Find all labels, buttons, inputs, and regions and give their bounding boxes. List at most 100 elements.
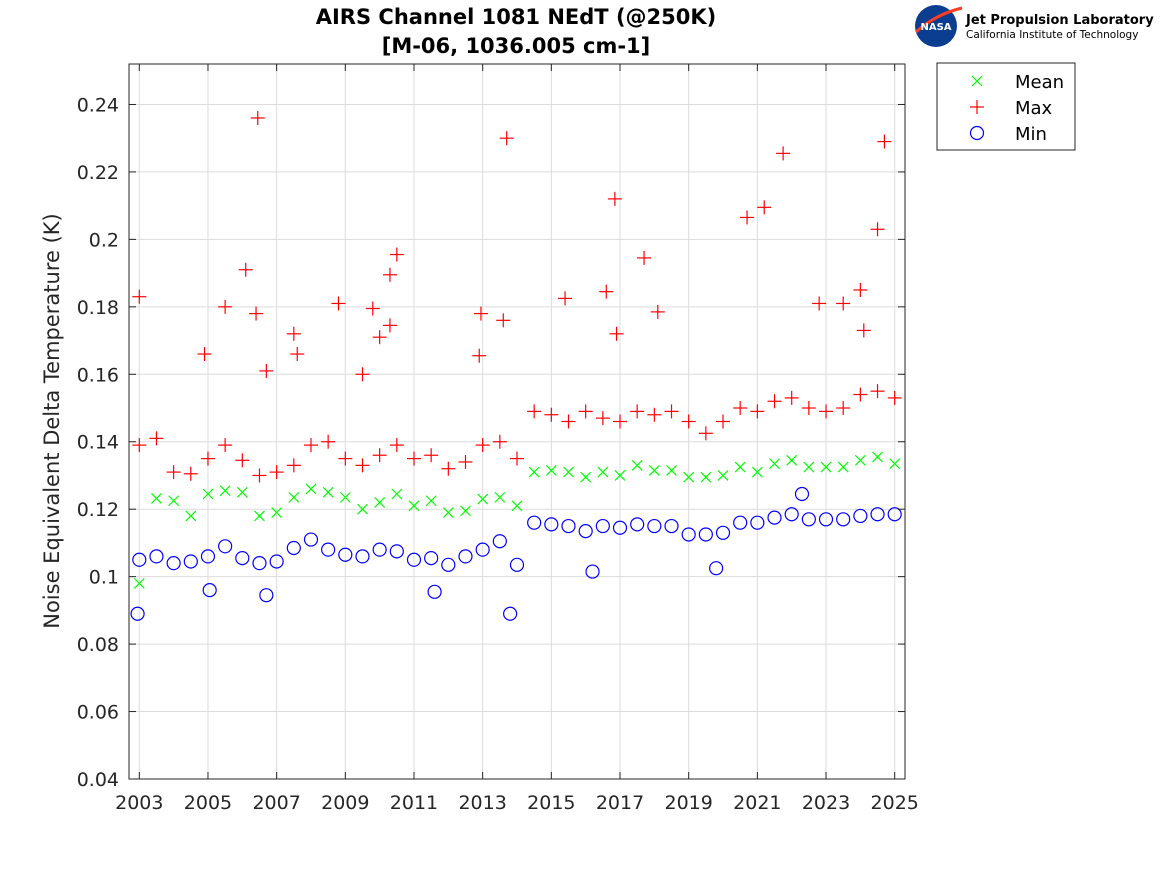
x-tick-label: 2005 [184,792,232,814]
mean-point [820,461,832,473]
min-point [715,525,731,540]
x-tick-label: 2009 [321,792,369,814]
max-point [664,404,679,419]
legend-label-min: Min [1015,124,1047,145]
mean-point [614,470,626,481]
min-point [259,588,274,603]
max-point [856,323,871,338]
min-point [202,583,217,598]
y-tick-label: 0.04 [77,769,119,791]
x-tick-label: 2003 [115,792,163,814]
min-point [595,518,610,534]
mean-point [545,464,557,476]
mean-point [254,510,265,522]
min-point [509,557,525,572]
max-point [499,131,514,146]
min-point [492,534,507,549]
mean-point [133,577,145,589]
chart-title-line-2: [M-06, 1036.005 cm-1] [382,34,651,58]
max-point [372,330,387,345]
mean-point [580,471,592,483]
mean-point [322,486,334,498]
y-tick-label: 0.24 [77,94,119,116]
legend-label-mean: Mean [1015,72,1064,93]
max-point [853,387,868,402]
min-point [252,556,267,571]
max-point [249,306,264,321]
x-tick-label: 2021 [733,792,781,814]
min-point [427,584,442,599]
mean-point [631,459,643,471]
min-point [544,517,559,532]
jpl-subtitle: California Institute of Technology [966,29,1138,41]
max-point [870,384,885,399]
legend: Mean Max Min [936,62,1076,151]
max-point [877,134,892,149]
mean-point [202,488,214,500]
max-point [238,262,253,277]
x-tick-label: 2023 [802,792,850,814]
x-tick-label: 2025 [871,792,919,814]
max-point [197,347,212,362]
mean-point [734,461,746,473]
max-point [235,453,250,468]
max-point [252,468,267,483]
x-tick-label: 2011 [390,792,438,814]
min-point [166,556,181,571]
min-point [836,512,851,527]
mean-point [339,491,351,503]
mean-point [425,495,437,507]
max-point [527,404,542,419]
max-point [382,267,397,282]
min-point [338,547,353,562]
max-point [303,438,318,453]
max-point [609,326,624,341]
min-point [130,606,145,621]
mean-point [597,466,609,478]
max-point [887,390,902,405]
mean-point [408,500,420,512]
max-point [406,451,421,466]
min-point [355,549,370,564]
min-point [733,515,748,530]
min-point [853,508,868,524]
tick-marks [129,64,905,780]
max-point [321,434,336,449]
max-point [836,296,851,311]
max-point [595,411,610,426]
min-point [424,550,439,566]
legend-marker-min [969,125,985,141]
chart-title-line-1: AIRS Channel 1081 NEdT (@250K) [316,5,717,29]
min-point [561,518,576,534]
max-point [286,458,301,473]
min-point [303,532,319,547]
mean-point [717,470,729,481]
max-point [269,465,284,480]
plot-border [128,63,906,780]
x-tick-label: 2015 [527,792,575,814]
mean-point [442,507,454,518]
max-point [776,146,791,161]
max-point [382,318,397,333]
max-point [784,390,799,405]
plot-area [129,64,905,779]
max-point [637,250,652,265]
max-point [681,414,696,429]
mean-point [683,471,695,483]
max-point [812,296,827,311]
y-axis-label: Noise Equivalent Delta Temperature (K) [40,213,64,629]
max-point [132,438,147,453]
y-tick-label: 0.06 [77,702,119,724]
mean-point [271,507,283,518]
mean-point [889,458,901,470]
max-point [698,426,713,441]
mean-point [751,466,763,478]
min-point [441,557,456,572]
max-point [630,404,645,419]
min-point [286,540,301,556]
min-point [585,564,600,579]
tick-labels: 2003 2005 2007 2009 2011 2013 2015 2017 2019 2021… [77,94,919,814]
jpl-logo: NASA Jet Propulsion Laboratory Californi… [914,5,1154,47]
mean-point [872,451,883,463]
